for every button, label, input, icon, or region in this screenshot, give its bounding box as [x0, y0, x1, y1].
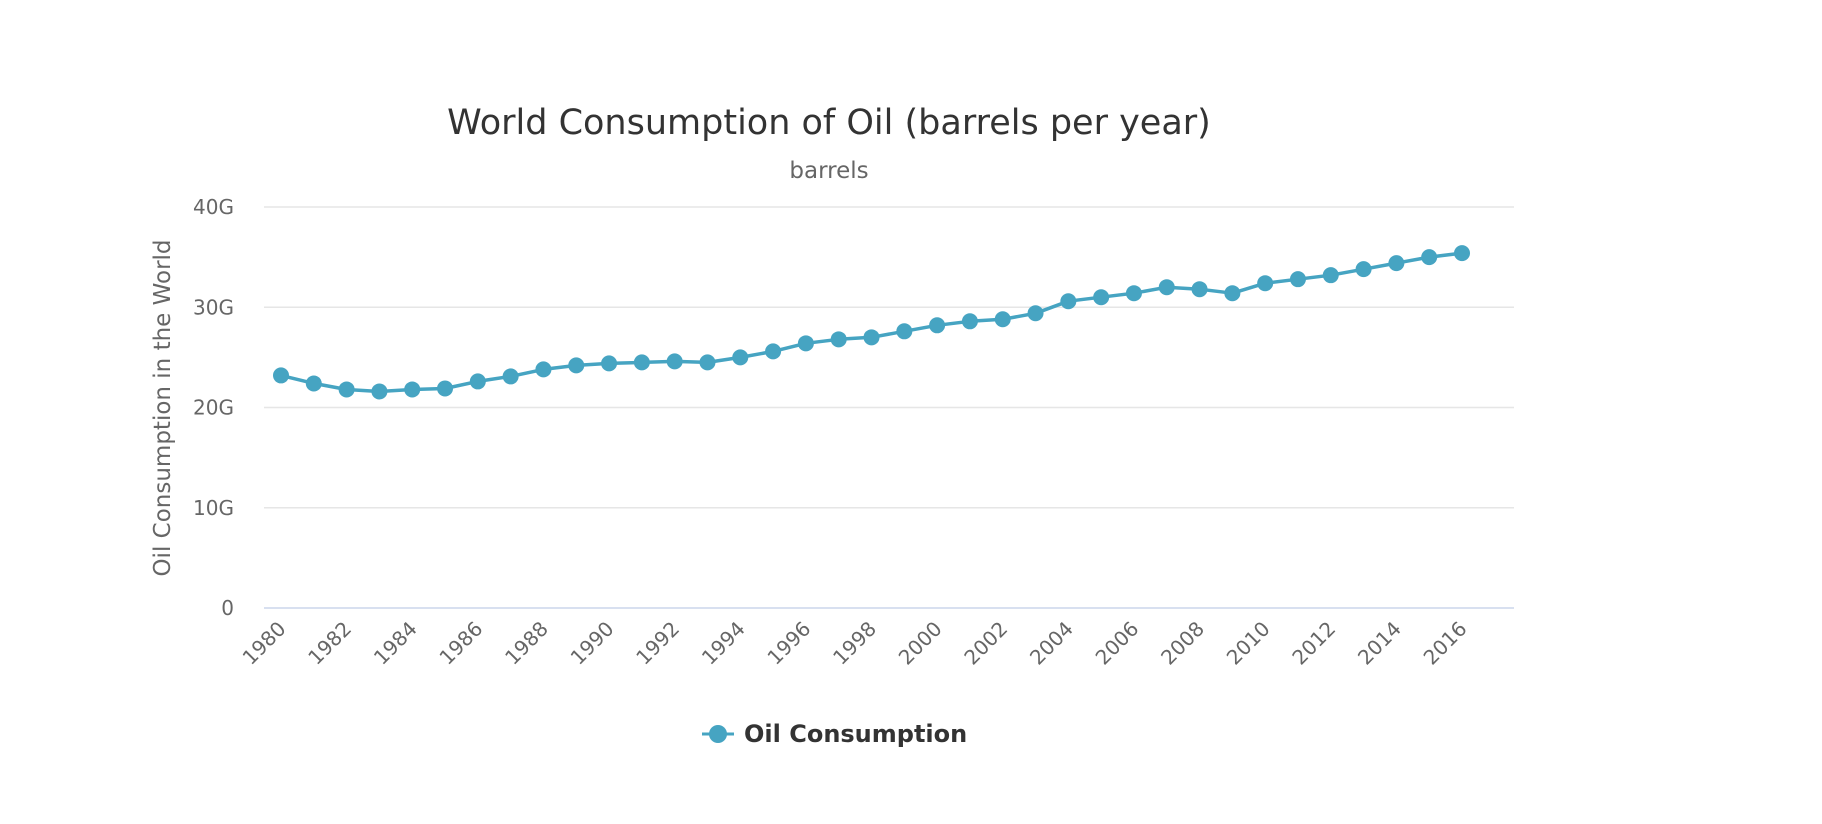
y-tick-label: 20G [193, 396, 234, 420]
x-tick-label: 1998 [828, 617, 881, 670]
data-point [1388, 255, 1405, 272]
x-tick-label: 1980 [238, 617, 291, 670]
data-point [929, 317, 946, 334]
data-point [896, 323, 913, 340]
data-point [633, 354, 650, 371]
x-tick-label: 1982 [303, 617, 356, 670]
data-point [502, 368, 519, 385]
x-tick-label: 2002 [959, 617, 1012, 670]
data-point [1158, 279, 1175, 296]
data-point [1060, 293, 1077, 310]
y-axis-title: Oil Consumption in the World [150, 239, 176, 576]
x-tick-label: 2006 [1091, 617, 1144, 670]
data-point [1093, 289, 1110, 306]
x-tick-label: 2012 [1287, 617, 1340, 670]
data-point [1191, 281, 1208, 298]
x-axis-ticks: 1980 1982 1984 1986 1988 1990 1992 1994 1996 1998… [238, 617, 1472, 670]
data-point [863, 329, 880, 346]
data-point [437, 380, 454, 397]
data-point [1322, 267, 1339, 284]
data-point [1224, 285, 1241, 302]
data-point [994, 311, 1011, 328]
series-line [279, 251, 1464, 394]
data-point [404, 381, 421, 398]
x-tick-label: 1994 [697, 617, 750, 670]
gridlines [264, 206, 1514, 609]
series-oil-consumption [273, 245, 1470, 400]
x-tick-label: 1992 [631, 617, 684, 670]
chart-title: World Consumption of Oil (barrels per ye… [447, 103, 1211, 143]
data-point [601, 355, 618, 372]
data-point [1421, 249, 1438, 266]
y-tick-label: 40G [193, 195, 234, 219]
data-point [1454, 245, 1470, 262]
y-tick-label: 30G [193, 295, 234, 319]
data-point [699, 354, 716, 371]
x-tick-label: 2000 [894, 617, 947, 670]
data-point [338, 381, 355, 398]
legend-label[interactable]: Oil Consumption [744, 720, 967, 748]
data-point [1289, 271, 1306, 288]
data-point [371, 383, 388, 400]
data-point [830, 331, 847, 348]
data-point [666, 353, 683, 370]
data-point [469, 373, 486, 390]
data-point [1257, 275, 1274, 292]
x-tick-label: 1986 [434, 617, 487, 670]
data-point [732, 349, 749, 366]
data-point [305, 375, 322, 392]
y-tick-label: 0 [221, 596, 234, 620]
chart-subtitle: barrels [789, 158, 868, 184]
x-tick-label: 1996 [762, 617, 815, 670]
y-axis-ticks: 0 10G 20G 30G 40G [193, 195, 234, 620]
data-point [1355, 261, 1372, 278]
legend-marker-icon [709, 725, 727, 743]
data-point [797, 335, 814, 352]
x-tick-label: 2010 [1222, 617, 1275, 670]
data-point [765, 343, 782, 360]
data-point [273, 367, 289, 384]
data-point [568, 357, 585, 374]
data-point [535, 361, 552, 378]
legend[interactable]: Oil Consumption [702, 720, 967, 748]
x-tick-label: 2004 [1025, 617, 1078, 670]
x-tick-label: 2014 [1353, 617, 1406, 670]
data-point [1125, 285, 1142, 302]
x-tick-label: 2008 [1156, 617, 1209, 670]
x-tick-label: 1988 [500, 617, 553, 670]
x-tick-label: 1990 [566, 617, 619, 670]
data-point [961, 313, 978, 330]
x-tick-label: 1984 [369, 617, 422, 670]
y-tick-label: 10G [193, 496, 234, 520]
x-tick-label: 2016 [1419, 617, 1472, 670]
data-point [1027, 305, 1044, 322]
